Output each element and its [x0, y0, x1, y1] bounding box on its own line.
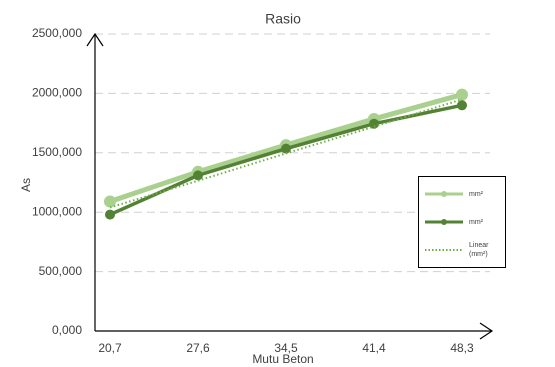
point — [104, 195, 116, 208]
legend-label: Linear (mm²) — [469, 242, 489, 258]
point — [456, 88, 468, 101]
y-tick-label: 2500,000 — [32, 26, 82, 40]
legend-entry: mm² — [423, 185, 505, 203]
point — [281, 143, 291, 154]
x-tick-label: 48,3 — [450, 341, 474, 355]
y-tick-label: 500,000 — [39, 264, 83, 278]
legend-label: mm² — [469, 218, 483, 226]
legend-swatch — [425, 191, 463, 197]
point — [457, 100, 467, 111]
y-tick-label: 0,000 — [52, 323, 82, 337]
chart-title: Rasio — [265, 11, 301, 27]
y-tick-label: 1000,000 — [32, 204, 82, 218]
point — [105, 209, 115, 220]
x-axis-label: Mutu Beton — [252, 352, 313, 366]
axes — [86, 32, 494, 340]
legend-entry: Linear (mm²) — [423, 241, 505, 259]
x-axis-arrow — [479, 322, 494, 340]
legend-swatch — [425, 219, 463, 225]
legend-label: mm² — [469, 190, 483, 198]
x-tick-label: 27,6 — [186, 341, 210, 355]
y-axis-arrow — [86, 32, 104, 47]
legend-swatch — [425, 249, 463, 251]
legend-marker — [441, 219, 447, 225]
legend-entry: mm² — [423, 213, 505, 231]
point — [193, 170, 203, 181]
y-tick-label: 1500,000 — [32, 145, 82, 159]
point — [369, 118, 379, 129]
y-axis-label: As — [19, 178, 33, 192]
legend: mm² mm² Linear (mm²) — [418, 176, 506, 268]
legend-marker — [441, 191, 447, 197]
series-line — [109, 103, 463, 217]
x-tick-label: 41,4 — [362, 341, 386, 355]
series-line — [109, 98, 463, 209]
y-tick-label: 2000,000 — [32, 86, 82, 100]
x-tick-label: 20,7 — [98, 341, 122, 355]
x-tick-label: 34,5 — [274, 341, 298, 355]
